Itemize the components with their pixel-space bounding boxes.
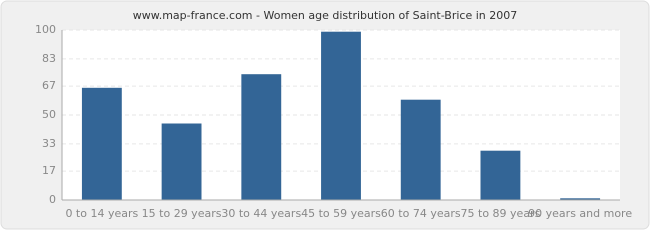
y-tick-label: 33 xyxy=(42,137,56,150)
bar xyxy=(161,123,202,200)
bar xyxy=(400,99,441,200)
y-tick-label: 100 xyxy=(35,23,56,36)
x-tick-label: 0 to 14 years xyxy=(65,207,138,220)
x-tick-label: 15 to 29 years xyxy=(142,207,222,220)
x-tick-label: 30 to 44 years xyxy=(221,207,301,220)
chart-title: www.map-france.com - Women age distribut… xyxy=(133,9,518,22)
x-tick-label: 90 years and more xyxy=(528,207,632,220)
y-tick-label: 50 xyxy=(42,108,56,121)
bar xyxy=(480,150,521,200)
x-tick-label: 60 to 74 years xyxy=(381,207,461,220)
bar xyxy=(81,87,122,200)
bar xyxy=(560,198,601,200)
chart: www.map-france.com - Women age distribut… xyxy=(0,0,650,230)
y-tick-label: 83 xyxy=(42,52,56,65)
x-tick-label: 75 to 89 years xyxy=(461,207,541,220)
y-tick-label: 67 xyxy=(42,79,56,92)
page: www.map-france.com - Women age distribut… xyxy=(0,0,650,230)
bar xyxy=(241,74,282,200)
x-tick-label: 45 to 59 years xyxy=(301,207,381,220)
y-tick-label: 17 xyxy=(42,164,56,177)
y-tick-label: 0 xyxy=(49,193,56,206)
bar xyxy=(321,31,361,201)
